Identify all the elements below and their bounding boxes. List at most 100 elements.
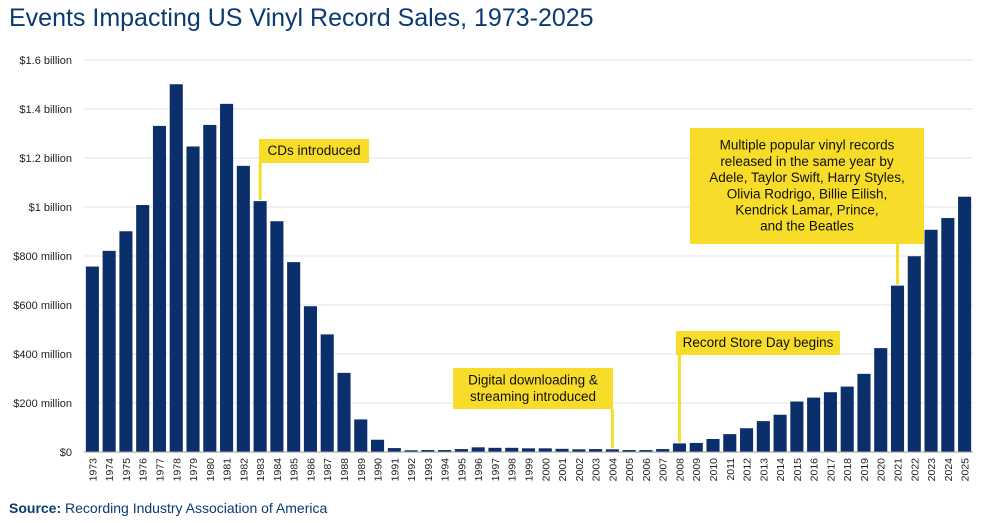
bar-1989 bbox=[354, 419, 368, 452]
x-tick-label: 1991 bbox=[389, 458, 401, 482]
x-tick-label: 1990 bbox=[373, 458, 385, 482]
bar-2018 bbox=[840, 386, 854, 452]
bar-1998 bbox=[505, 447, 519, 452]
x-tick-label: 1981 bbox=[222, 458, 234, 482]
x-tick-label: 1979 bbox=[188, 458, 200, 482]
x-tick-label: 2004 bbox=[607, 458, 619, 482]
x-tick-label: 2001 bbox=[557, 458, 569, 482]
bar-1985 bbox=[287, 262, 301, 452]
bar-2007 bbox=[656, 449, 670, 452]
annotation-text: Multiple popular vinyl records bbox=[720, 138, 895, 153]
x-tick-label: 1975 bbox=[121, 458, 133, 482]
bar-1997 bbox=[488, 447, 502, 452]
bar-1977 bbox=[152, 125, 167, 452]
x-tick-label: 1984 bbox=[272, 458, 284, 482]
bar-2003 bbox=[589, 449, 603, 452]
x-tick-label: 1976 bbox=[138, 458, 150, 482]
x-tick-label: 2021 bbox=[893, 458, 905, 482]
x-tick-label: 2000 bbox=[540, 458, 552, 482]
x-tick-label: 1978 bbox=[171, 458, 183, 482]
x-tick-label: 1973 bbox=[87, 458, 99, 482]
bar-1987 bbox=[320, 334, 334, 452]
x-tick-label: 1986 bbox=[305, 458, 317, 482]
x-tick-label: 1993 bbox=[423, 458, 435, 482]
y-tick-label: $0 bbox=[60, 447, 72, 459]
bar-1990 bbox=[370, 439, 385, 452]
x-tick-label: 2019 bbox=[859, 458, 871, 482]
x-tick-label: 2014 bbox=[775, 458, 787, 482]
bar-2021 bbox=[890, 285, 905, 452]
bar-1994 bbox=[438, 450, 452, 452]
y-tick-label: $400 million bbox=[13, 349, 72, 361]
bar-1986 bbox=[303, 306, 317, 452]
annotation-text: Adele, Taylor Swift, Harry Styles, bbox=[709, 170, 905, 185]
x-tick-label: 1992 bbox=[406, 458, 418, 482]
x-tick-label: 2017 bbox=[825, 458, 837, 482]
x-tick-label: 2018 bbox=[842, 458, 854, 482]
annotation-text: Record Store Day begins bbox=[683, 335, 834, 350]
bar-2023 bbox=[924, 229, 938, 452]
bar-2005 bbox=[622, 450, 636, 452]
bar-2001 bbox=[555, 448, 569, 452]
bar-1983 bbox=[253, 201, 267, 452]
y-tick-label: $600 million bbox=[13, 300, 72, 312]
bar-2019 bbox=[857, 373, 871, 452]
x-tick-label: 2009 bbox=[691, 458, 703, 482]
x-tick-label: 1982 bbox=[238, 458, 250, 482]
bar-1999 bbox=[521, 448, 536, 452]
x-tick-label: 2005 bbox=[624, 458, 636, 482]
bar-1976 bbox=[136, 205, 150, 452]
x-tick-label: 1994 bbox=[440, 458, 452, 482]
bar-2022 bbox=[907, 256, 921, 452]
x-tick-label: 2002 bbox=[574, 458, 586, 482]
x-tick-label: 1980 bbox=[205, 458, 217, 482]
bar-2004 bbox=[605, 449, 619, 452]
bar-1991 bbox=[387, 448, 401, 452]
annotation-box bbox=[690, 128, 924, 244]
annotation-box bbox=[676, 331, 840, 355]
x-tick-label: 2008 bbox=[674, 458, 686, 482]
bar-2012 bbox=[740, 428, 754, 452]
bar-1973 bbox=[85, 266, 99, 452]
bar-2000 bbox=[538, 448, 552, 452]
x-tick-label: 2015 bbox=[792, 458, 804, 482]
x-tick-label: 1983 bbox=[255, 458, 267, 482]
x-tick-label: 1996 bbox=[473, 458, 485, 482]
x-tick-label: 2022 bbox=[909, 458, 921, 482]
annotation-text: CDs introduced bbox=[267, 143, 360, 158]
x-tick-label: 2023 bbox=[926, 458, 938, 482]
annotation-text: streaming introduced bbox=[470, 389, 596, 404]
bar-2015 bbox=[790, 401, 804, 452]
annotation-box bbox=[453, 368, 613, 409]
annotation-text: released in the same year by bbox=[720, 154, 894, 169]
x-tick-label: 2020 bbox=[876, 458, 888, 482]
bar-1996 bbox=[471, 447, 485, 452]
x-tick-label: 1995 bbox=[456, 458, 468, 482]
source-label: Source: bbox=[9, 500, 62, 516]
source-note: Source: Recording Industry Association o… bbox=[9, 500, 327, 516]
x-tick-label: 1988 bbox=[339, 458, 351, 482]
bar-2016 bbox=[807, 397, 821, 452]
x-tick-label: 1977 bbox=[154, 458, 166, 482]
bar-1975 bbox=[119, 231, 133, 452]
y-tick-label: $800 million bbox=[13, 251, 72, 263]
bar-2002 bbox=[572, 449, 586, 452]
bar-2011 bbox=[723, 434, 737, 452]
annotation-text: Kendrick Lamar, Prince, bbox=[735, 203, 878, 218]
x-tick-label: 2010 bbox=[708, 458, 720, 482]
x-tick-label: 2024 bbox=[943, 458, 955, 482]
x-tick-label: 1997 bbox=[490, 458, 502, 482]
x-tick-label: 1999 bbox=[524, 458, 536, 482]
bar-2010 bbox=[706, 439, 720, 452]
bar-2008 bbox=[672, 443, 687, 452]
x-tick-label: 2007 bbox=[658, 458, 670, 482]
annotation-box bbox=[259, 139, 369, 163]
x-tick-label: 1998 bbox=[507, 458, 519, 482]
bar-2017 bbox=[823, 392, 837, 452]
bar-2009 bbox=[689, 442, 703, 452]
bar-1992 bbox=[404, 450, 418, 452]
y-tick-label: $1.4 billion bbox=[19, 104, 72, 116]
bar-2025 bbox=[958, 196, 972, 452]
y-tick-label: $1.6 billion bbox=[19, 55, 72, 67]
x-tick-label: 1974 bbox=[104, 458, 116, 482]
